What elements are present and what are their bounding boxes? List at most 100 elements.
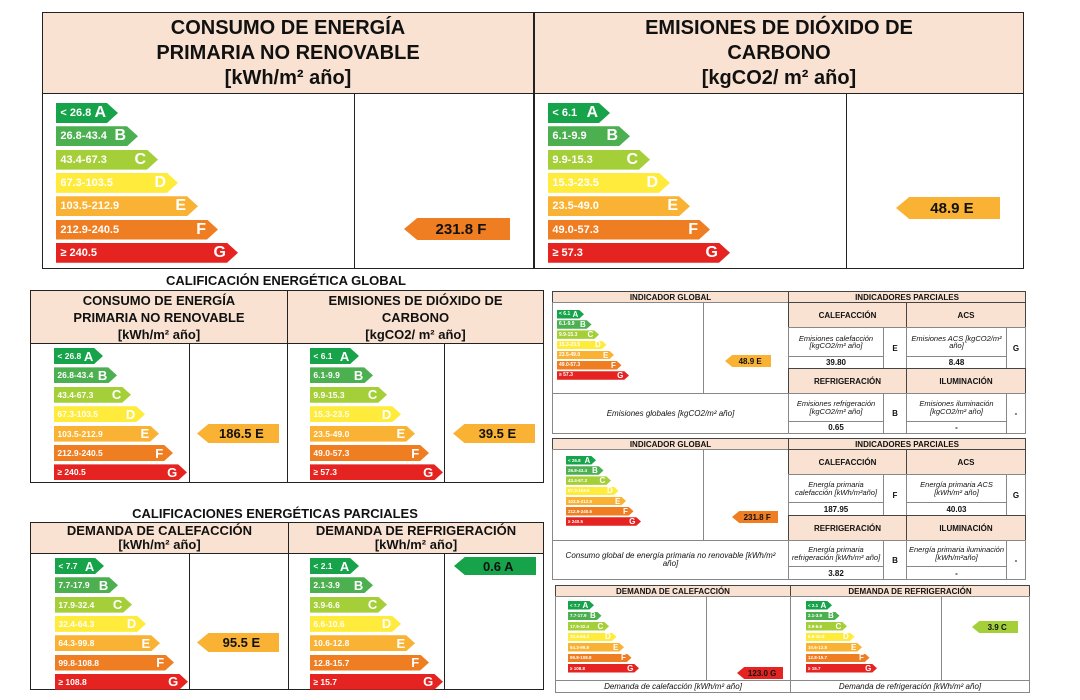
m3-cool-rating-d: 6.6-10.6 D bbox=[806, 632, 855, 642]
global-energy-range-g: ≥ 240.5 bbox=[57, 467, 86, 478]
top-co2-range-e: 23.5-49.0 bbox=[552, 200, 599, 213]
partial-heat-result-arrow: 95.5 E bbox=[197, 633, 279, 652]
top-energy-letter-d: D bbox=[154, 173, 166, 191]
global-co2-letter-g: G bbox=[423, 464, 434, 480]
partial-heat-letter-a: A bbox=[84, 558, 95, 574]
global-co2-range-b: 6.1-9.9 bbox=[313, 370, 340, 381]
m1-range-d: 15.3-23.5 bbox=[559, 341, 581, 348]
m1-letter-f: F bbox=[610, 360, 616, 370]
global-energy-title-2: PRIMARIA NO RENOVABLE bbox=[73, 309, 245, 325]
partial-cool-header: DEMANDA DE REFRIGERACIÓN [kWh/m² año] bbox=[288, 522, 544, 554]
m2-range-e: 103.5-212.9 bbox=[568, 498, 593, 504]
partial-heat-range-g: ≥ 108.8 bbox=[58, 676, 87, 687]
partial-heat-rating-a: < 7.7 A bbox=[55, 558, 104, 574]
m1-rating-b: 6.1-9.9 B bbox=[557, 320, 592, 329]
top-co2-unit: [kgCO2/ m² año] bbox=[701, 66, 857, 89]
m1-ref-letter: B bbox=[883, 393, 907, 434]
top-energy-letter-a: A bbox=[94, 104, 106, 121]
partial-heat-rating-e: 64.3-99.8 E bbox=[55, 635, 160, 652]
m2-letter-d: D bbox=[607, 486, 613, 496]
top-energy-rating-b: 26.8-43.4 B bbox=[56, 126, 138, 147]
partial-cool-rating-c: 3.9-6.6 C bbox=[310, 596, 387, 613]
global-co2-rating-a: < 6.1 A bbox=[310, 348, 359, 364]
global-co2-title-2: CARBONO bbox=[381, 309, 450, 325]
global-co2-range-f: 49.0-57.3 bbox=[313, 448, 350, 458]
top-energy-letter-b: B bbox=[114, 127, 126, 145]
m3-cool-range-c: 3.9-6.6 bbox=[808, 623, 823, 629]
m1-iluminacion: ILUMINACIÓN bbox=[906, 368, 1026, 394]
global-co2-rating-d: 15.3-23.5 D bbox=[310, 406, 401, 423]
partial-heat-range-c: 17.9-32.4 bbox=[58, 599, 95, 610]
m3-heat-range-c: 17.9-32.4 bbox=[570, 623, 590, 629]
m3-cool-letter-d: D bbox=[843, 632, 849, 642]
m3-cool-result-panel bbox=[941, 596, 1030, 681]
m1-letter-e: E bbox=[602, 350, 609, 360]
m2-range-b: 26.8-43.4 bbox=[568, 467, 588, 473]
m2-range-g: ≥ 240.5 bbox=[568, 518, 583, 524]
m2-acs-label: Energía primaria ACS [kWh/m² año] bbox=[906, 474, 1007, 503]
global-co2-range-c: 9.9-15.3 bbox=[313, 389, 345, 400]
partial-cool-rating-d: 6.6-10.6 D bbox=[310, 615, 401, 632]
m1-acs-letter: G bbox=[1006, 327, 1026, 369]
global-energy-result-arrow: 186.5 E bbox=[197, 424, 279, 443]
global-energy-range-a: < 26.8 bbox=[57, 351, 82, 361]
m3-cool-rating-f: 12.8-15.7 F bbox=[806, 653, 870, 662]
m2-ref-letter: B bbox=[883, 540, 907, 580]
partial-cool-title: DEMANDA DE REFRIGERACIÓN bbox=[315, 523, 517, 538]
m1-rating-g: ≥ 57.3 G bbox=[557, 371, 629, 380]
m3-cool-letter-a: A bbox=[820, 600, 827, 610]
top-co2-rating-f: 49.0-57.3 F bbox=[548, 219, 710, 240]
top-co2-letter-a: A bbox=[586, 104, 598, 121]
global-co2-rating-b: 6.1-9.9 B bbox=[310, 367, 373, 384]
global-co2-result-panel bbox=[444, 343, 544, 483]
partial-heat-header: DEMANDA DE CALEFACCIÓN [kWh/m² año] bbox=[30, 522, 289, 554]
top-energy-letter-e: E bbox=[175, 197, 186, 215]
m1-range-g: ≥ 57.3 bbox=[559, 372, 573, 379]
m2-letter-g: G bbox=[629, 516, 636, 526]
global-energy-rating-d: 67.3-103.5 D bbox=[54, 406, 145, 423]
m3-heat-letter-d: D bbox=[605, 632, 611, 642]
global-energy-range-d: 67.3-103.5 bbox=[57, 409, 99, 420]
m1-range-c: 9.9-15.3 bbox=[559, 331, 578, 338]
top-co2-rating-a: < 6.1 A bbox=[548, 103, 610, 123]
partial-heat-letter-b: B bbox=[98, 577, 109, 593]
m2-acs-value: 40.03 bbox=[906, 502, 1007, 516]
m1-letter-d: D bbox=[595, 340, 601, 350]
m3-cool-caption: Demanda de refrigeración [kWh/m² año] bbox=[790, 680, 1030, 693]
m1-caption: Emisiones globales [kgCO2/m² año] bbox=[552, 393, 789, 434]
m1-range-a: < 6.1 bbox=[559, 311, 571, 318]
top-co2-letter-g: G bbox=[705, 243, 718, 261]
partial-heat-result-panel bbox=[189, 553, 289, 690]
m2-letter-e: E bbox=[614, 496, 621, 506]
m1-ref-value: 0.65 bbox=[788, 421, 884, 434]
m3-cool-range-b: 2.1-3.9 bbox=[808, 613, 823, 619]
top-co2-letter-c: C bbox=[626, 150, 638, 168]
global-co2-letter-f: F bbox=[411, 445, 420, 461]
partial-cool-range-g: ≥ 15.7 bbox=[313, 676, 337, 687]
top-energy-rating-a: < 26.8 A bbox=[56, 103, 118, 123]
top-energy-title-2: PRIMARIA NO RENOVABLE bbox=[156, 41, 420, 64]
top-energy-rating-g: ≥ 240.5 G bbox=[56, 242, 238, 263]
m2-rating-c: 43.4-67.3 C bbox=[566, 476, 611, 485]
m2-result-panel bbox=[703, 449, 789, 541]
top-energy-header: CONSUMO DE ENERGÍA PRIMARIA NO RENOVABLE… bbox=[42, 12, 534, 94]
partial-heat-letter-g: G bbox=[168, 674, 179, 690]
global-co2-rating-f: 49.0-57.3 F bbox=[310, 445, 429, 461]
global-co2-range-a: < 6.1 bbox=[313, 351, 333, 361]
partial-heat-letter-e: E bbox=[141, 635, 151, 651]
m1-letter-a: A bbox=[572, 309, 579, 319]
global-energy-rating-e: 103.5-212.9 E bbox=[54, 425, 159, 442]
top-energy-range-b: 26.8-43.4 bbox=[60, 130, 107, 143]
top-co2-rating-e: 23.5-49.0 E bbox=[548, 196, 690, 217]
top-energy-letter-c: C bbox=[134, 150, 146, 168]
m1-range-e: 23.5-49.0 bbox=[559, 352, 581, 359]
m3-cool-rating-a: < 2.1 A bbox=[806, 601, 832, 610]
top-co2-rating-g: ≥ 57.3 G bbox=[548, 242, 730, 263]
m1-result-arrow: 48.9 E bbox=[725, 355, 771, 367]
m3-cool-range-a: < 2.1 bbox=[808, 602, 819, 608]
m3-heat-letter-g: G bbox=[627, 663, 634, 673]
global-energy-rating-c: 43.4-67.3 C bbox=[54, 386, 131, 403]
global-co2-letter-d: D bbox=[381, 406, 392, 422]
m3-heat-result-arrow: 123.0 G bbox=[737, 667, 783, 679]
global-co2-range-e: 23.5-49.0 bbox=[313, 428, 350, 439]
